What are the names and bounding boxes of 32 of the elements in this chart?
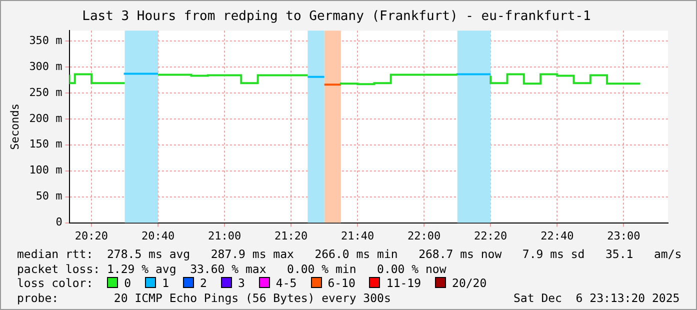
x-tick-label: 22:20 [474, 229, 508, 242]
text: 4-5 [276, 276, 297, 290]
y-tick-label: 50 m [36, 190, 63, 203]
x-tick-label: 21:00 [208, 229, 242, 242]
y-tick-label: 300 m [29, 60, 63, 73]
y-tick-label: 150 m [29, 138, 63, 151]
x-tick-label: 23:00 [607, 229, 640, 242]
text: 6-10 [328, 276, 356, 290]
y-tick-label: 250 m [29, 86, 63, 99]
y-tick-label: 0 [56, 216, 62, 229]
y-tick-label: 200 m [29, 112, 63, 125]
x-tick-label: 22:00 [408, 229, 441, 242]
x-tick-label: 20:40 [141, 229, 175, 242]
y-tick-label: 100 m [29, 164, 63, 177]
text: packet loss: 1.29 % avg 33.60 % max 0.00 % min 0.00 % now [17, 262, 446, 276]
x-tick-label: 21:40 [341, 229, 374, 242]
text: loss color: [17, 276, 94, 290]
chart-title: Last 3 Hours from redping to Germany (Frankfurt) - eu-frankfurt-1 [82, 9, 591, 24]
x-tick-label: 21:20 [274, 229, 308, 242]
x-tick-label: 22:40 [540, 229, 574, 242]
y-axis-title: Seconds [8, 104, 22, 150]
text: 1 [162, 276, 170, 290]
text: 2 [200, 276, 207, 290]
text: 11-19 [386, 276, 422, 290]
text: median rtt: 278.5 ms avg 287.9 ms max 266.0 ms min 268.7 ms now 7.9 ms sd 35.1 am/s [17, 247, 682, 261]
text: 3 [238, 276, 245, 290]
y-tick-label: 350 m [29, 34, 63, 47]
text: probe: 20 ICMP Echo Pings (56 Bytes) every 300s [17, 290, 391, 304]
text: 0 [124, 276, 132, 290]
x-tick-label: 20:20 [74, 229, 108, 242]
text: Sat Dec 6 23:13:20 2025 [514, 290, 680, 305]
text: 20/20 [452, 276, 487, 290]
